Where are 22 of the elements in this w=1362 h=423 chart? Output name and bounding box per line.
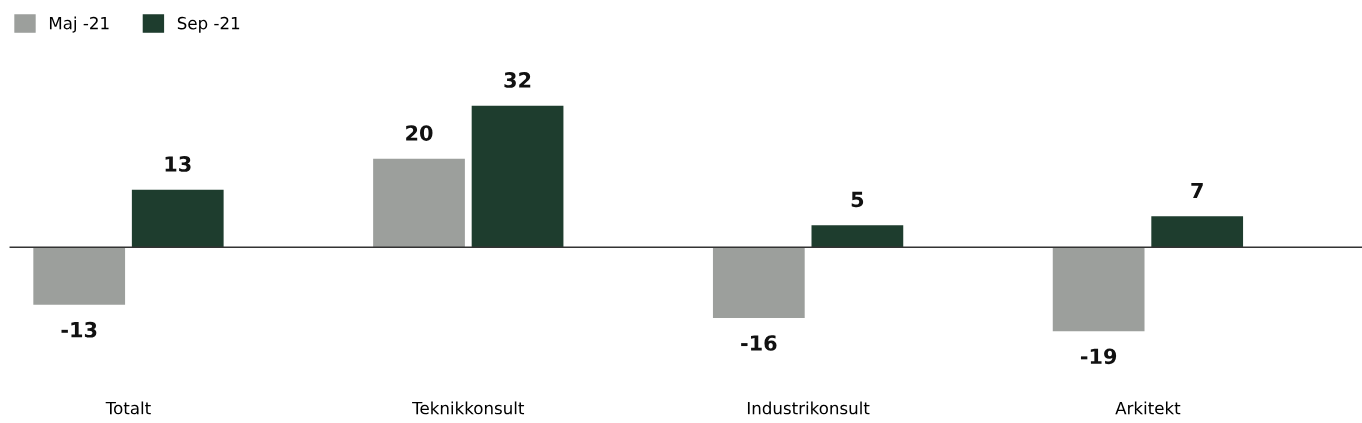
- x-tick-label: Arkitekt: [1115, 401, 1181, 415]
- bar: [471, 105, 564, 248]
- x-tick-label: Totalt: [105, 401, 151, 415]
- x-tick-label: Teknikkonsult: [412, 401, 525, 415]
- bar: [811, 225, 904, 248]
- data-label: 5: [851, 191, 864, 208]
- data-label: -19: [1080, 348, 1117, 365]
- data-label: 7: [1191, 182, 1203, 199]
- bar: [1052, 247, 1145, 332]
- x-tick-label: Industrikonsult: [747, 401, 870, 415]
- bar: [1151, 216, 1244, 248]
- legend-label: Maj -21: [49, 16, 109, 33]
- data-label: 13: [165, 156, 191, 172]
- bar: [373, 158, 465, 248]
- legend-label: Sep -21: [177, 16, 240, 33]
- bar: [131, 189, 224, 248]
- data-label: 20: [406, 125, 433, 141]
- data-label: -13: [61, 321, 97, 338]
- bar: [712, 247, 805, 319]
- data-label: -16: [741, 335, 777, 351]
- data-label: 32: [504, 72, 531, 88]
- bar: [33, 247, 126, 305]
